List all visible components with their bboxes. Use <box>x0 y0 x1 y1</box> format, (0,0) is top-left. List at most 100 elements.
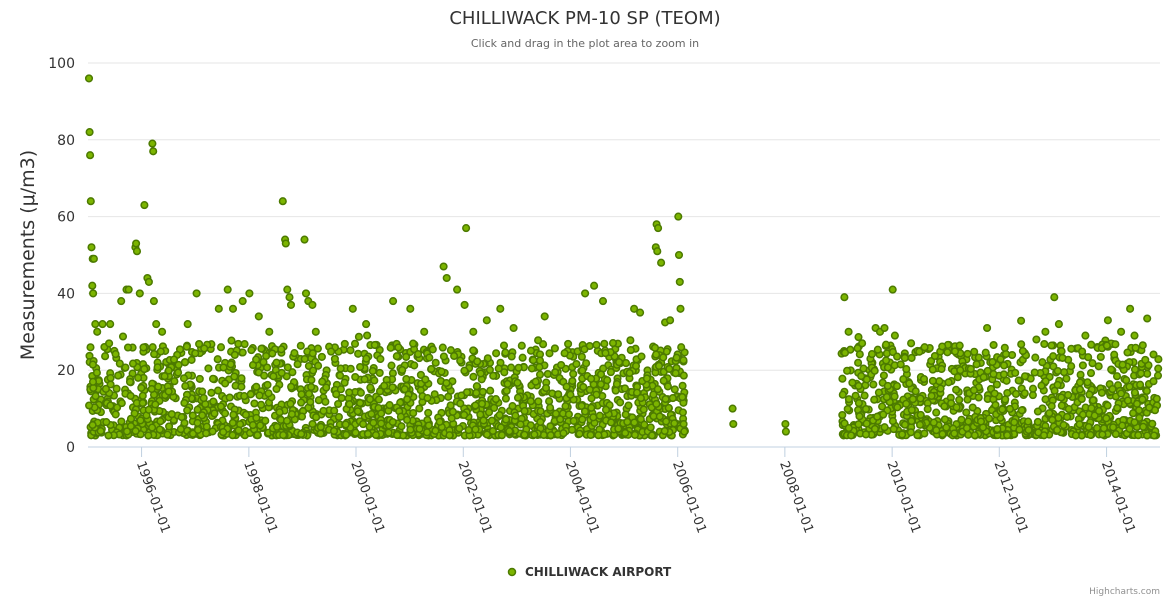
data-point[interactable] <box>870 366 879 375</box>
data-point[interactable] <box>1020 372 1030 381</box>
data-point[interactable] <box>439 352 448 361</box>
data-point[interactable] <box>649 390 658 399</box>
data-point[interactable] <box>356 388 365 397</box>
data-point[interactable] <box>149 147 158 156</box>
data-point[interactable] <box>927 391 936 400</box>
data-point[interactable] <box>313 344 322 353</box>
data-point[interactable] <box>514 363 523 372</box>
data-point[interactable] <box>929 418 938 427</box>
data-point[interactable] <box>98 320 107 329</box>
data-point[interactable] <box>472 388 481 397</box>
data-point[interactable] <box>993 425 1002 434</box>
data-point[interactable] <box>105 339 114 348</box>
data-point[interactable] <box>870 395 879 404</box>
data-point[interactable] <box>114 371 123 380</box>
data-point[interactable] <box>880 423 889 432</box>
data-point[interactable] <box>1003 431 1012 440</box>
data-point[interactable] <box>1134 431 1143 440</box>
data-point[interactable] <box>174 368 183 377</box>
data-point[interactable] <box>318 377 327 386</box>
data-point[interactable] <box>531 377 540 386</box>
data-point[interactable] <box>216 402 226 411</box>
data-point[interactable] <box>362 320 371 329</box>
data-point[interactable] <box>150 350 159 359</box>
data-point[interactable] <box>938 430 947 439</box>
data-point[interactable] <box>334 412 343 422</box>
data-point[interactable] <box>592 340 601 349</box>
data-point[interactable] <box>625 368 634 378</box>
data-point[interactable] <box>1039 431 1049 440</box>
data-point[interactable] <box>148 139 157 148</box>
data-point[interactable] <box>928 365 937 374</box>
data-point[interactable] <box>420 327 429 336</box>
data-point[interactable] <box>314 361 323 370</box>
data-point[interactable] <box>1075 378 1085 387</box>
data-point[interactable] <box>228 304 238 313</box>
data-point[interactable] <box>229 410 238 419</box>
data-point[interactable] <box>268 349 277 358</box>
data-point[interactable] <box>237 382 246 391</box>
data-point[interactable] <box>858 339 867 348</box>
data-point[interactable] <box>662 417 671 426</box>
data-point[interactable] <box>439 262 448 271</box>
data-point[interactable] <box>916 410 925 419</box>
data-point[interactable] <box>472 382 481 391</box>
data-point[interactable] <box>230 372 239 381</box>
data-point[interactable] <box>259 358 268 367</box>
data-point[interactable] <box>920 343 929 352</box>
data-point[interactable] <box>342 430 351 439</box>
data-point[interactable] <box>384 428 393 437</box>
data-point[interactable] <box>911 387 920 396</box>
data-point[interactable] <box>915 347 924 356</box>
data-point[interactable] <box>862 419 871 428</box>
data-point[interactable] <box>580 345 589 354</box>
data-point[interactable] <box>546 431 555 440</box>
data-point[interactable] <box>678 381 687 390</box>
data-point[interactable] <box>545 397 554 406</box>
data-point[interactable] <box>572 359 581 369</box>
data-point[interactable] <box>147 384 156 394</box>
data-point[interactable] <box>890 392 899 401</box>
data-point[interactable] <box>902 399 911 408</box>
data-point[interactable] <box>300 235 309 244</box>
data-point[interactable] <box>385 401 394 410</box>
data-point[interactable] <box>853 344 862 353</box>
data-point[interactable] <box>252 382 261 391</box>
data-point[interactable] <box>1067 344 1076 353</box>
data-point[interactable] <box>336 385 345 394</box>
data-point[interactable] <box>288 368 297 377</box>
data-point[interactable] <box>1005 404 1014 413</box>
data-point[interactable] <box>1154 364 1163 373</box>
data-point[interactable] <box>536 407 545 416</box>
data-point[interactable] <box>304 389 314 398</box>
data-point[interactable] <box>878 402 887 411</box>
data-point[interactable] <box>264 389 273 398</box>
data-point[interactable] <box>425 353 434 362</box>
data-point[interactable] <box>388 383 397 392</box>
data-point[interactable] <box>854 333 863 342</box>
data-point[interactable] <box>1149 377 1158 386</box>
data-point[interactable] <box>1067 362 1076 371</box>
data-point[interactable] <box>534 397 543 406</box>
data-point[interactable] <box>879 371 888 380</box>
data-point[interactable] <box>919 374 929 384</box>
data-point[interactable] <box>160 372 169 381</box>
data-point[interactable] <box>630 304 639 313</box>
data-point[interactable] <box>307 375 316 385</box>
data-point[interactable] <box>550 344 559 353</box>
data-point[interactable] <box>646 423 655 432</box>
data-point[interactable] <box>1078 347 1087 356</box>
data-point[interactable] <box>1117 389 1126 398</box>
data-point[interactable] <box>311 327 320 336</box>
data-point[interactable] <box>421 375 430 384</box>
data-point[interactable] <box>637 352 646 361</box>
data-point[interactable] <box>202 429 211 438</box>
data-point[interactable] <box>1048 415 1057 424</box>
data-point[interactable] <box>1075 385 1085 394</box>
data-point[interactable] <box>308 419 317 429</box>
data-point[interactable] <box>639 405 648 414</box>
data-point[interactable] <box>1109 423 1118 432</box>
data-point[interactable] <box>260 371 269 380</box>
data-point[interactable] <box>375 368 384 377</box>
data-point[interactable] <box>257 344 266 353</box>
